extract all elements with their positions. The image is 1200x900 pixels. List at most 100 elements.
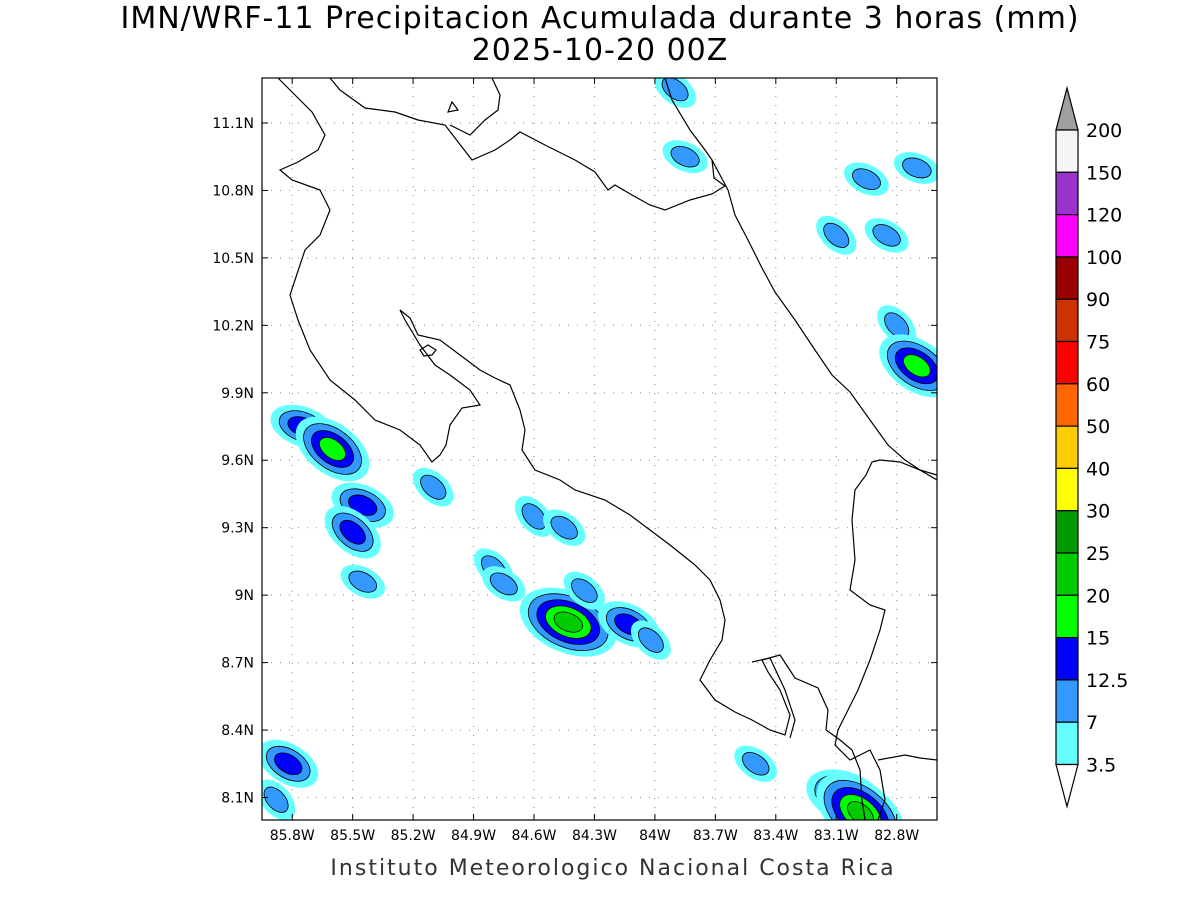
map-background xyxy=(262,78,937,820)
footer-credit: Instituto Meteorologico Nacional Costa R… xyxy=(330,856,896,881)
colorbar-label: 100 xyxy=(1086,247,1122,269)
colorbar-swatch xyxy=(1055,679,1079,723)
precip-cell xyxy=(340,564,385,599)
x-tick-label: 84.3W xyxy=(572,828,617,844)
panama-pacific-coast xyxy=(877,754,937,761)
precip-contour-level-1 xyxy=(661,78,689,102)
precip-cell xyxy=(879,334,937,398)
colorbar-swatch xyxy=(1055,256,1079,300)
precip-cell xyxy=(514,496,554,537)
y-tick-label: 10.2N xyxy=(212,318,254,334)
y-tick-label: 8.1N xyxy=(221,791,254,807)
colorbar-swatch xyxy=(1055,129,1079,173)
x-tick-label: 83.4W xyxy=(753,828,798,844)
colorbar-swatch xyxy=(1055,594,1079,639)
precip-contour-level-1 xyxy=(571,578,598,603)
lake-nicaragua-shore xyxy=(329,78,727,211)
precip-contour-level-1 xyxy=(741,752,770,776)
colorbar-label: 3.5 xyxy=(1086,755,1116,777)
colorbar-min-arrow xyxy=(1055,763,1079,809)
x-tick-label: 83.7W xyxy=(693,828,738,844)
y-tick-label: 9.3N xyxy=(221,521,254,537)
precip-contour-level-1 xyxy=(550,515,578,540)
x-tick-label: 84W xyxy=(639,828,671,844)
colorbar-label: 90 xyxy=(1086,289,1110,311)
precip-contour-level-1 xyxy=(902,157,932,179)
river-san-juan xyxy=(449,78,501,136)
precip-cell xyxy=(662,140,708,174)
colorbar-swatch xyxy=(1055,467,1079,512)
colorbar-label: 15 xyxy=(1086,628,1110,650)
colorbar-label: 50 xyxy=(1086,416,1110,438)
nicoya-gulf-coast xyxy=(399,309,866,820)
x-tick-label: 83.1W xyxy=(814,828,859,844)
map-frame xyxy=(261,77,938,821)
colorbar-label: 150 xyxy=(1086,162,1122,184)
x-tick-label: 85.5W xyxy=(330,828,375,844)
y-tick-label: 9N xyxy=(235,588,254,604)
precip-contour-level-4 xyxy=(553,611,583,633)
colorbar-swatch xyxy=(1055,721,1079,766)
bocas-coast xyxy=(834,459,937,820)
precip-cell xyxy=(844,162,889,196)
y-tick-label: 9.9N xyxy=(221,386,254,402)
lake-nicaragua-island xyxy=(419,344,437,357)
colorbar-swatch xyxy=(1055,171,1079,216)
caribbean-coast-north xyxy=(664,78,937,481)
x-tick-label: 85.2W xyxy=(391,828,436,844)
longitude-axis: 85.8W 85.5W 85.2W 84.9W 84.6W 84.3W 84W 83.7W 83… xyxy=(270,78,919,844)
precip-contour-level-1 xyxy=(670,145,700,168)
precip-contour-level-1 xyxy=(872,224,901,247)
colorbar-label: 30 xyxy=(1086,501,1110,523)
colorbar-label: 200 xyxy=(1086,120,1122,142)
colorbar-label: 20 xyxy=(1086,585,1110,607)
colorbar-swatch xyxy=(1055,552,1079,596)
small-island xyxy=(447,100,460,113)
map-title: IMN/WRF-11 Precipitacion Acumulada duran… xyxy=(120,1,1080,36)
y-tick-label: 10.5N xyxy=(212,251,254,267)
y-tick-label: 8.4N xyxy=(221,723,254,739)
y-tick-label: 10.8N xyxy=(212,183,254,199)
precip-cell xyxy=(893,151,937,184)
y-tick-label: 9.6N xyxy=(221,453,254,469)
precipitation-field xyxy=(262,78,937,820)
precip-cell xyxy=(262,739,319,788)
precip-contour-level-3 xyxy=(318,437,347,461)
colorbar-label: 60 xyxy=(1086,374,1110,396)
colorbar-label: 75 xyxy=(1086,332,1110,354)
latitude-axis: 8.1N 8.4N 8.7N 9N 9.3N 9.6N 9.9N 10.2N 10.5N 10.8… xyxy=(212,116,937,807)
precip-contour-level-1 xyxy=(348,570,378,593)
precip-cell xyxy=(543,509,586,546)
y-tick-label: 8.7N xyxy=(221,656,254,672)
precip-contour-level-2 xyxy=(274,752,303,776)
coastlines xyxy=(277,78,937,820)
precip-cell xyxy=(864,218,909,253)
colorbar-swatch xyxy=(1055,383,1079,427)
precip-contour-level-1 xyxy=(823,222,850,248)
precip-cell xyxy=(816,215,857,255)
x-tick-label: 84.6W xyxy=(512,828,557,844)
x-tick-label: 82.8W xyxy=(874,828,919,844)
x-tick-label: 84.9W xyxy=(451,828,496,844)
nicaragua-coast xyxy=(277,78,482,463)
precip-cell xyxy=(630,620,671,660)
colorbar-swatch xyxy=(1055,298,1079,343)
precip-contour-level-1 xyxy=(420,474,447,500)
colorbar-label: 120 xyxy=(1086,205,1122,227)
precip-cell xyxy=(563,571,605,610)
precip-cell xyxy=(816,773,905,820)
colorbar-swatch xyxy=(1055,425,1079,470)
colorbar-max-arrow xyxy=(1055,85,1079,131)
map-subtitle: 2025-10-20 00Z xyxy=(471,33,729,68)
precip-cell xyxy=(482,566,526,602)
precip-contour-level-1 xyxy=(521,503,547,530)
precip-cell xyxy=(412,467,454,507)
colorbar-label: 12.5 xyxy=(1086,670,1128,692)
colorbar-label: 40 xyxy=(1086,458,1110,480)
colorbar-label: 7 xyxy=(1086,712,1098,734)
precip-contour-level-4 xyxy=(847,801,874,820)
x-tick-label: 85.8W xyxy=(270,828,315,844)
precip-contour-level-1 xyxy=(489,572,518,596)
precip-contour-level-1 xyxy=(263,786,289,813)
